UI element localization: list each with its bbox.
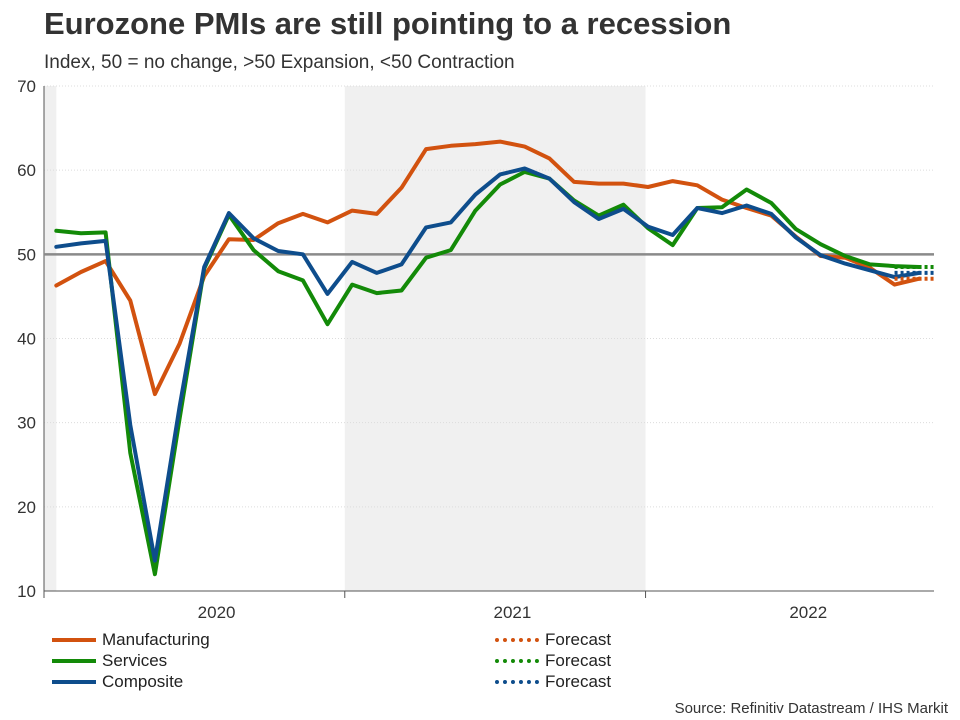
source-note: Source: Refinitiv Datastream / IHS Marki… <box>674 700 948 717</box>
x-tick-label-2021: 2021 <box>494 603 532 622</box>
legend-label-manufacturing-forecast: Forecast <box>545 630 612 649</box>
y-tick-label-40: 40 <box>17 330 36 349</box>
y-tick-label-30: 30 <box>17 414 36 433</box>
legend-swatch-composite <box>52 680 96 684</box>
legend-label-manufacturing: Manufacturing <box>102 630 210 649</box>
legend-swatch-services <box>52 659 96 663</box>
x-tick-label-2022: 2022 <box>789 603 827 622</box>
legend: Manufacturing Services Composite Forecas… <box>52 630 652 696</box>
y-tick-label-50: 50 <box>17 245 36 264</box>
x-tick-label-2020: 2020 <box>198 603 236 622</box>
series-line-composite <box>54 166 922 563</box>
legend-swatch-services-forecast <box>495 659 539 663</box>
legend-label-services: Services <box>102 651 168 670</box>
legend-label-services-forecast: Forecast <box>545 651 612 670</box>
y-tick-label-20: 20 <box>17 498 36 517</box>
legend-swatch-manufacturing <box>52 638 96 642</box>
legend-swatch-manufacturing-forecast <box>495 638 539 642</box>
y-tick-label-60: 60 <box>17 161 36 180</box>
legend-swatch-composite-forecast <box>495 680 539 684</box>
chart-subtitle: Index, 50 = no change, >50 Expansion, <5… <box>44 52 515 73</box>
legend-label-composite-forecast: Forecast <box>545 672 612 691</box>
legend-label-composite: Composite <box>102 672 184 691</box>
shaded-band-1 <box>344 86 646 591</box>
y-tick-label-70: 70 <box>17 77 36 96</box>
y-tick-label-10: 10 <box>17 582 36 601</box>
chart-title: Eurozone PMIs are still pointing to a re… <box>44 6 732 41</box>
